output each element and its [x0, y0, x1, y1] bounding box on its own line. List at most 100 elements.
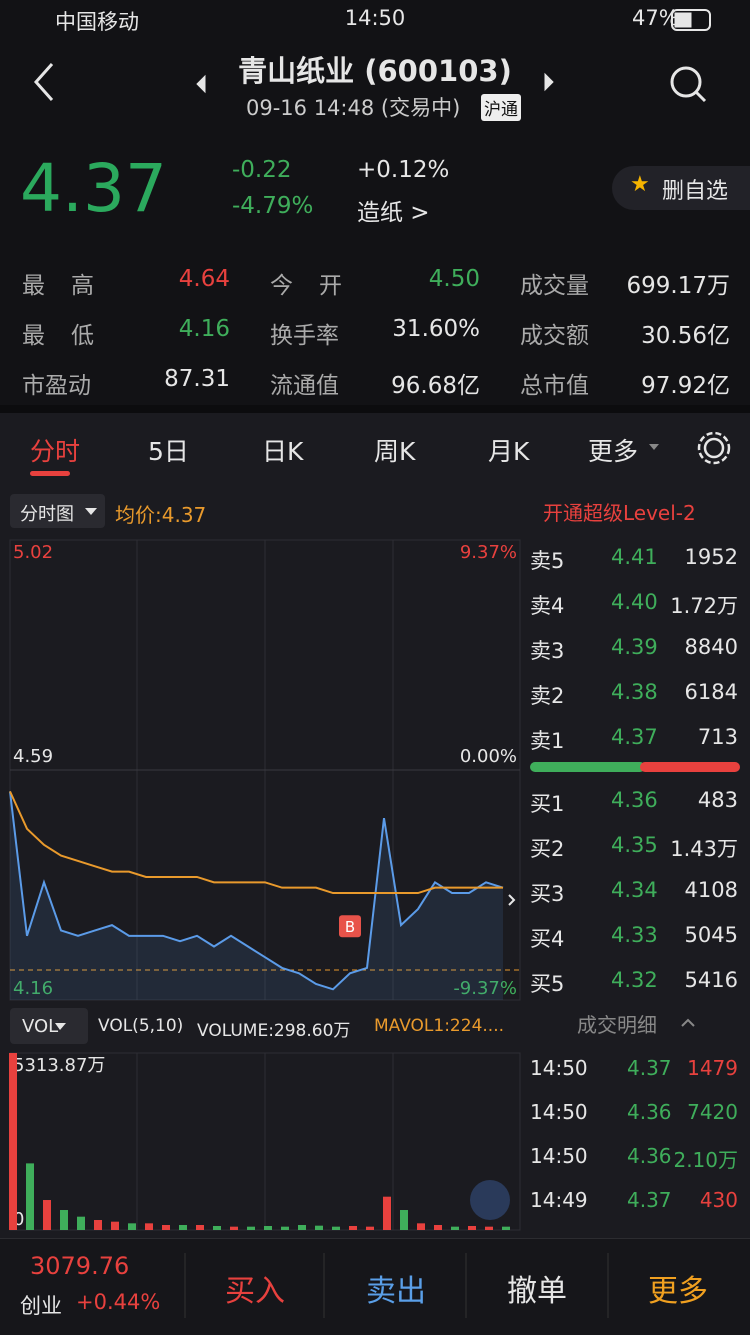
watch-label[interactable]: 删自选: [662, 179, 729, 204]
stat-label: 市盈动: [22, 373, 91, 399]
book-label: 卖1: [530, 729, 565, 753]
stat-label: 换手率: [270, 323, 339, 349]
book-label: 卖2: [530, 684, 565, 708]
carrier: 中国移动: [55, 10, 139, 34]
volume-bar: [213, 1226, 221, 1230]
stat-value: 4.64: [178, 266, 230, 292]
book-label: 卖5: [530, 549, 565, 573]
y2-tick-label: 9.37%: [460, 542, 517, 563]
badge: 沪通: [481, 94, 521, 121]
stat-label: 成交额: [520, 323, 589, 349]
stat-value: 87.31: [164, 366, 230, 392]
price-area: [10, 791, 503, 1000]
battery: 47%: [632, 6, 679, 30]
search-button[interactable]: [670, 66, 702, 98]
book-volume: 1.43万: [670, 837, 738, 861]
tab[interactable]: 5日: [148, 437, 189, 466]
fullscreen-button[interactable]: [470, 1180, 510, 1220]
book-volume: 1952: [684, 545, 738, 569]
back-button[interactable]: [33, 63, 54, 101]
volume-bar: [162, 1225, 170, 1230]
stat-label: 最低: [22, 323, 120, 349]
star-icon: ★: [630, 172, 650, 197]
book-price: 4.40: [611, 590, 658, 614]
expand-arrow[interactable]: [508, 894, 516, 906]
watch-button[interactable]: [612, 166, 750, 210]
cancel-button[interactable]: 撤单: [507, 1274, 567, 1309]
volume-bar: [196, 1225, 204, 1230]
book-label: 买1: [530, 792, 565, 816]
sector-change: +0.12%: [357, 157, 450, 183]
book-price: 4.34: [611, 878, 658, 902]
trades-title[interactable]: 成交明细: [577, 1013, 657, 1037]
trade-volume: 1479: [687, 1056, 738, 1080]
book-label: 买2: [530, 837, 565, 861]
series-line: [9, 791, 504, 991]
trade-volume: 430: [699, 1188, 738, 1212]
index-name[interactable]: 创业: [20, 1294, 62, 1318]
stat-label: 今开: [270, 273, 368, 299]
settings-button[interactable]: [703, 437, 725, 459]
battery-icon: [671, 9, 711, 31]
prev-arrow[interactable]: [196, 74, 206, 94]
volume-bar: [145, 1223, 153, 1230]
next-arrow[interactable]: [544, 72, 554, 92]
y-tick-label: 4.59: [13, 746, 53, 767]
mavol: MAVOL1:224....: [374, 1016, 504, 1036]
stat-label: 总市值: [520, 373, 589, 399]
volume-bar: [417, 1223, 425, 1230]
sector[interactable]: 造纸 >: [357, 200, 430, 226]
series-line: [9, 790, 503, 895]
volume-bar: [400, 1210, 408, 1230]
mode-label[interactable]: 分时图: [20, 504, 74, 525]
book-volume: 483: [697, 788, 738, 812]
volume-bar: [298, 1225, 306, 1230]
ratio-ask: [640, 762, 740, 772]
stat-value: 30.56亿: [641, 323, 730, 349]
book-label: 卖3: [530, 639, 565, 663]
tab[interactable]: 更多: [588, 437, 639, 466]
tab-underline: [30, 471, 70, 476]
more-button[interactable]: 更多: [648, 1274, 708, 1309]
vol-mode[interactable]: VOL: [22, 1016, 59, 1037]
volume-bar: [26, 1163, 34, 1230]
vol-params: VOL(5,10): [98, 1016, 184, 1036]
volume-bar: [434, 1225, 442, 1230]
trade-volume: 2.10万: [673, 1148, 738, 1172]
buy-button[interactable]: 买入: [225, 1274, 285, 1309]
change: -0.22: [232, 157, 292, 183]
stat-value: 96.68亿: [391, 373, 480, 399]
book-price: 4.36: [611, 788, 658, 812]
volume-bar: [247, 1226, 255, 1230]
volume-bar: [468, 1226, 476, 1230]
level2-link[interactable]: 开通超级Level-2: [543, 501, 696, 525]
book-label: 买3: [530, 882, 565, 906]
stat-value: 31.60%: [392, 316, 480, 342]
settings-gear: [697, 431, 731, 465]
stat-label: 最高: [22, 273, 120, 299]
tab[interactable]: 周K: [374, 437, 416, 466]
trade-time: 09-16 14:48 (交易中): [246, 96, 461, 120]
stat-value: 97.92亿: [641, 373, 730, 399]
volume-bar: [60, 1210, 68, 1230]
index-value[interactable]: 3079.76: [30, 1252, 130, 1280]
volume-bar: [77, 1216, 85, 1230]
footer: [0, 1238, 750, 1335]
tab[interactable]: 分时: [30, 437, 81, 466]
index-change[interactable]: +0.44%: [76, 1290, 161, 1314]
book-price: 4.32: [611, 968, 658, 992]
vol-button[interactable]: [10, 1008, 88, 1044]
sell-button[interactable]: 卖出: [366, 1274, 426, 1309]
tab[interactable]: 日K: [262, 437, 304, 466]
book-volume: 8840: [684, 635, 738, 659]
volume-bar: [281, 1226, 289, 1230]
clock: 14:50: [344, 6, 406, 30]
book-label: 买4: [530, 927, 565, 951]
tab[interactable]: 月K: [488, 437, 530, 466]
book-volume: 713: [697, 725, 738, 749]
volume-bar: [451, 1226, 459, 1230]
book-price: 4.33: [611, 923, 658, 947]
volume-bar: [179, 1225, 187, 1230]
book-volume: 5045: [684, 923, 738, 947]
y-tick-label: 0: [13, 1209, 24, 1230]
